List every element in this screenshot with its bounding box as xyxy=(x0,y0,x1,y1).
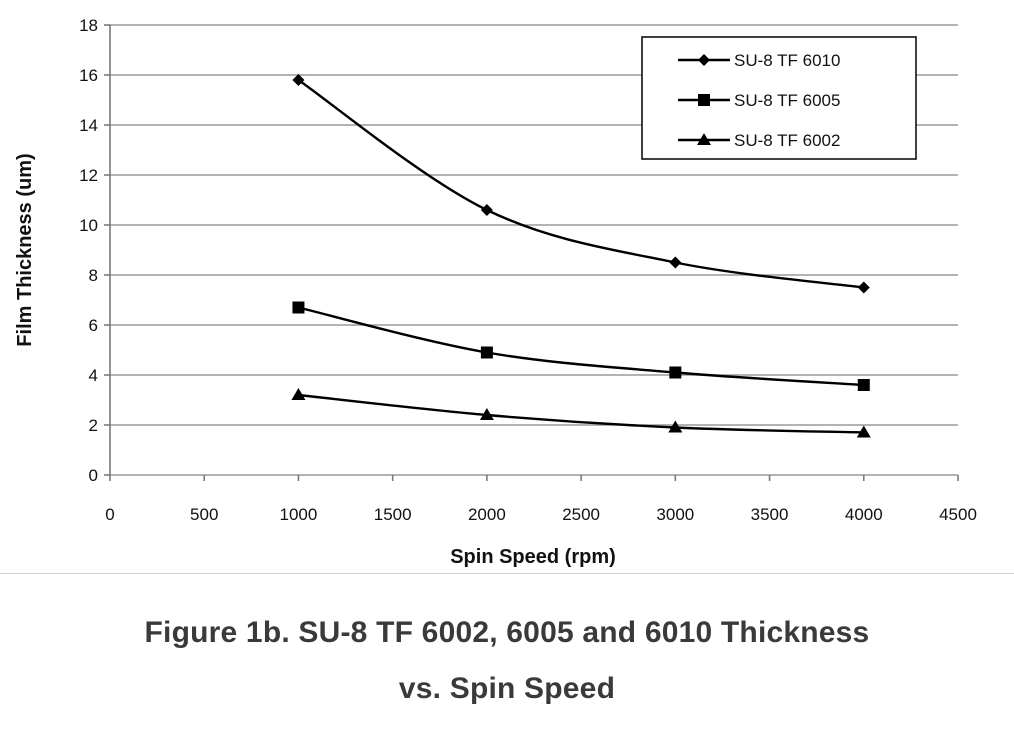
data-point-square xyxy=(480,346,493,359)
y-tick-label: 2 xyxy=(89,416,98,435)
x-tick-label: 2500 xyxy=(562,505,600,524)
y-tick-label: 14 xyxy=(79,116,98,135)
x-tick-label: 500 xyxy=(190,505,218,524)
x-tick-label: 3500 xyxy=(751,505,789,524)
x-tick-label: 2000 xyxy=(468,505,506,524)
series-lines xyxy=(297,79,864,434)
data-markers xyxy=(291,74,871,438)
y-tick-label: 6 xyxy=(89,316,98,335)
y-tick-label: 4 xyxy=(89,366,98,385)
y-tick-label: 10 xyxy=(79,216,98,235)
y-tick-label: 12 xyxy=(79,166,98,185)
data-point-triangle xyxy=(479,408,494,420)
legend-label: SU-8 TF 6005 xyxy=(734,91,840,110)
x-tick-label: 3000 xyxy=(656,505,694,524)
data-point-diamond xyxy=(480,204,493,216)
x-tick-label: 4000 xyxy=(845,505,883,524)
legend: SU-8 TF 6010 SU-8 TF 6005 SU-8 TF 6002 xyxy=(641,36,917,160)
figure-caption-line-1: Figure 1b. SU-8 TF 6002, 6005 and 6010 T… xyxy=(144,616,870,649)
legend-label: SU-8 TF 6010 xyxy=(734,51,840,70)
data-point-square xyxy=(857,379,870,391)
y-tick-label: 8 xyxy=(89,266,98,285)
data-point-diamond xyxy=(669,256,682,269)
chart: 0 2 4 6 8 10 12 14 16 18 0 500 1000 1500 2000 2500 3000 3… xyxy=(14,16,977,568)
x-tick-label: 1500 xyxy=(374,505,412,524)
caption-divider xyxy=(0,573,1014,574)
series-line-square xyxy=(298,306,864,387)
x-tick-label: 4500 xyxy=(939,505,977,524)
data-point-triangle xyxy=(856,425,871,438)
series-line-diamond xyxy=(297,79,864,289)
series-line-triangle xyxy=(298,393,864,434)
legend-marker-triangle xyxy=(697,133,711,145)
data-point-triangle xyxy=(291,388,306,400)
data-point-diamond xyxy=(857,281,870,294)
data-point-diamond xyxy=(292,74,305,86)
x-axis-title: Spin Speed (rpm) xyxy=(450,546,616,568)
y-tick-label: 16 xyxy=(79,66,98,85)
data-point-square xyxy=(292,301,305,314)
legend-label: SU-8 TF 6002 xyxy=(734,131,840,150)
y-tick-label: 18 xyxy=(79,16,98,35)
data-point-square xyxy=(669,366,682,379)
figure-caption-line-2: vs. Spin Speed xyxy=(398,672,616,705)
data-point-triangle xyxy=(668,420,683,433)
legend-box xyxy=(641,36,917,160)
y-axis-title: Film Thickness (um) xyxy=(14,153,36,346)
x-tick-label: 1000 xyxy=(280,505,318,524)
grid-lines xyxy=(110,24,958,476)
x-tick-label: 0 xyxy=(105,505,114,524)
legend-marker-square xyxy=(698,94,710,106)
y-tick-label: 0 xyxy=(89,466,98,485)
legend-marker-diamond xyxy=(698,54,710,66)
axes: 0 2 4 6 8 10 12 14 16 18 0 500 1000 1500 2000 2500 3000 3… xyxy=(79,16,977,524)
